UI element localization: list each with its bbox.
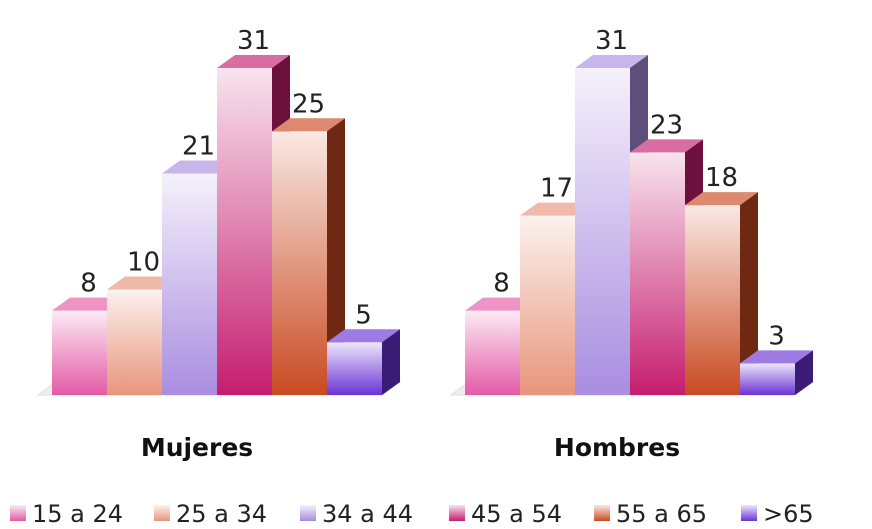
bar-top [630, 139, 703, 153]
bar-front [575, 67, 630, 395]
bars [52, 54, 813, 395]
legend-swatch [10, 505, 26, 521]
value-label-mujeres-34-a-44: 21 [182, 131, 215, 161]
legend-item-25-a-34: 25 a 34 [154, 500, 267, 528]
value-label-hombres-15-a-24: 8 [493, 269, 510, 299]
legend-label: 45 a 54 [471, 500, 562, 528]
legend-swatch [300, 505, 316, 521]
category-label-mujeres: Mujeres [141, 433, 253, 462]
legend-swatch [594, 505, 610, 521]
bar-mujeres-65 [327, 329, 400, 395]
bar-top [162, 160, 235, 174]
value-label-mujeres-15-a-24: 8 [80, 269, 97, 299]
bar-top [465, 297, 538, 311]
legend-item-45-a-54: 45 a 54 [449, 500, 562, 528]
legend-swatch [154, 505, 170, 521]
legend-swatch [449, 505, 465, 521]
category-labels: Mujeres Hombres [141, 433, 680, 462]
value-label-mujeres-25-a-34: 10 [127, 248, 160, 278]
legend-item-65: >65 [741, 500, 814, 528]
value-label-hombres-65: 3 [768, 321, 785, 351]
bar-top [217, 54, 290, 68]
bar-side [740, 192, 758, 395]
value-label-mujeres-55-a-65: 25 [292, 89, 325, 119]
bar-front [162, 173, 217, 395]
bar-top [685, 192, 758, 206]
bar-top [327, 329, 400, 343]
bar-front [217, 67, 272, 395]
bar-hombres-65 [740, 350, 813, 395]
value-label-mujeres-65: 5 [355, 300, 372, 330]
bar-mujeres-55-a-65 [272, 118, 345, 395]
category-label-hombres: Hombres [554, 433, 680, 462]
value-labels: 8 10 21 31 25 5 8 17 31 23 18 3 [80, 26, 785, 351]
bar-front [327, 342, 382, 395]
value-label-mujeres-45-a-54: 31 [237, 26, 270, 56]
legend-item-55-a-65: 55 a 65 [594, 500, 707, 528]
legend-item-34-a-44: 34 a 44 [300, 500, 413, 528]
legend-swatch [741, 505, 757, 521]
value-label-hombres-55-a-65: 18 [705, 163, 738, 193]
value-label-hombres-34-a-44: 31 [595, 26, 628, 56]
legend-label: 15 a 24 [32, 500, 123, 528]
legend-label: >65 [763, 500, 814, 528]
bar-side [795, 350, 813, 395]
bar-front [740, 363, 795, 395]
bar-top [520, 202, 593, 216]
value-label-hombres-45-a-54: 23 [650, 110, 683, 140]
legend-label: 25 a 34 [176, 500, 267, 528]
bar-front [107, 289, 162, 395]
legend-label: 55 a 65 [616, 500, 707, 528]
bar-front [520, 215, 575, 395]
bar-top [52, 297, 125, 311]
bar-front [52, 310, 107, 395]
bar-front [465, 310, 520, 395]
bar-front [685, 205, 740, 395]
bar-side [382, 329, 400, 395]
bar-top [107, 276, 180, 290]
bar-top [272, 118, 345, 132]
legend: 15 a 24 25 a 34 34 a 44 45 a 54 55 a 65 >65 [10, 500, 814, 528]
bar-top [575, 54, 648, 68]
bar-hombres-55-a-65 [685, 192, 758, 395]
bar-top [740, 350, 813, 364]
legend-label: 34 a 44 [322, 500, 413, 528]
value-label-hombres-25-a-34: 17 [540, 174, 573, 204]
bar-side [327, 118, 345, 395]
legend-item-15-a-24: 15 a 24 [10, 500, 123, 528]
bar-front [630, 152, 685, 395]
bar-front [272, 131, 327, 395]
